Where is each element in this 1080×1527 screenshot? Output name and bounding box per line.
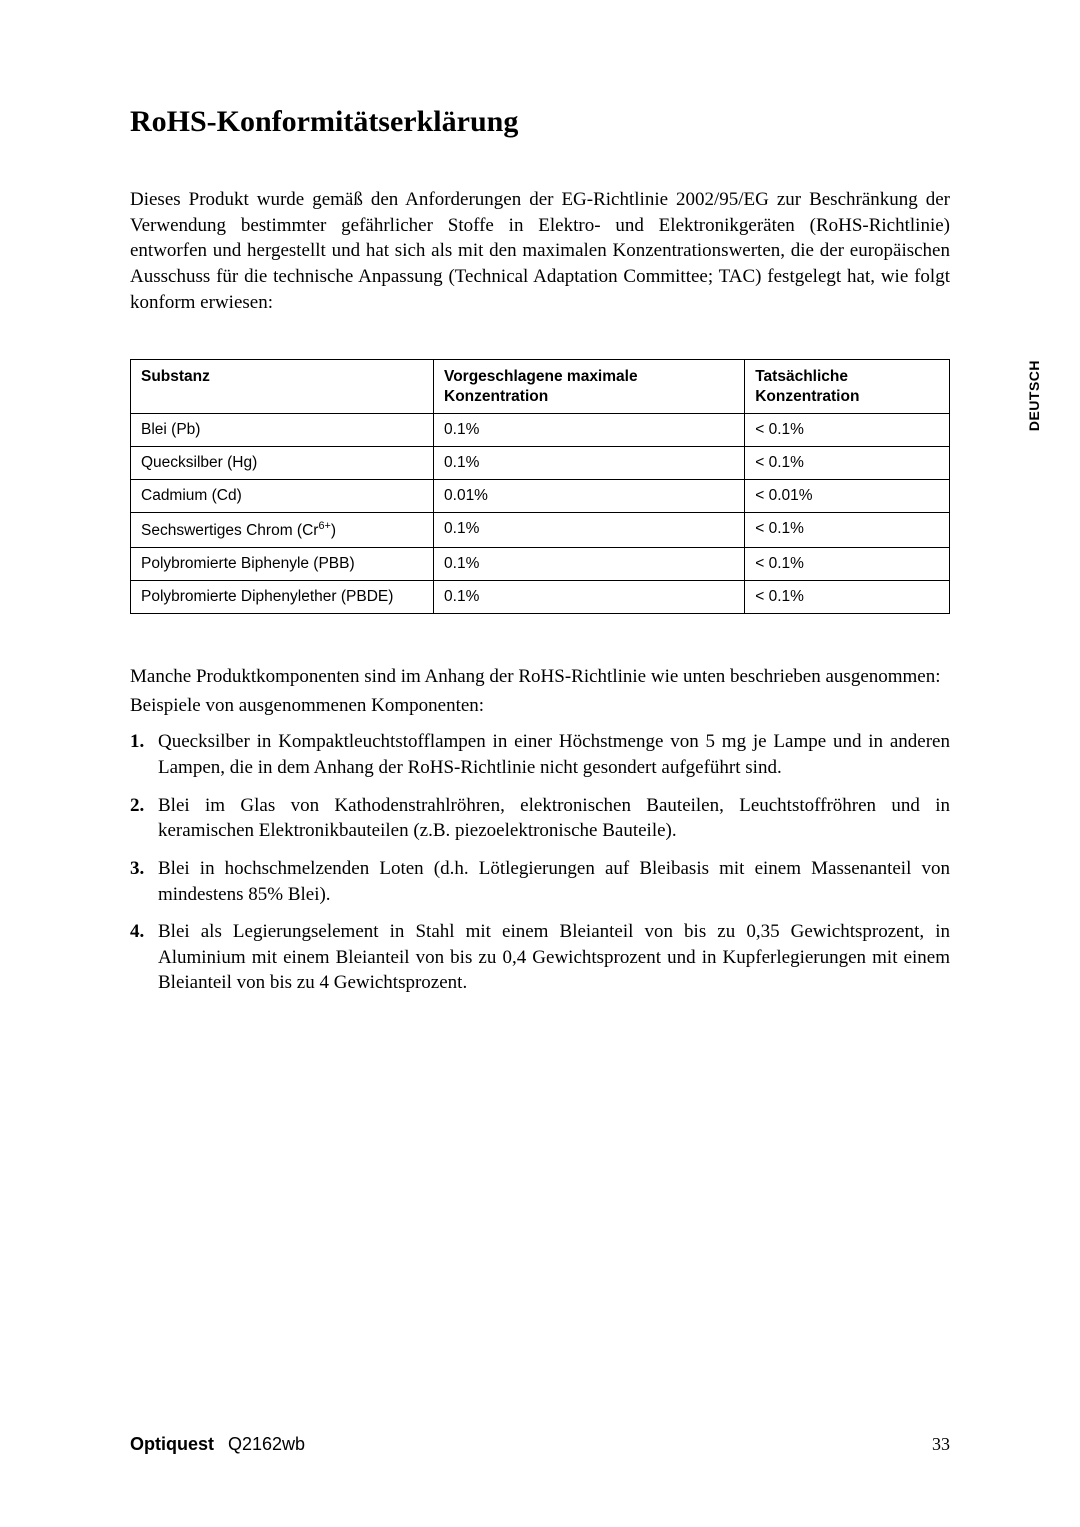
table-cell: 0.1% <box>434 446 745 479</box>
table-cell: < 0.1% <box>745 548 950 581</box>
table-cell: 0.1% <box>434 413 745 446</box>
table-cell: Cadmium (Cd) <box>131 479 434 512</box>
table-cell: < 0.01% <box>745 479 950 512</box>
language-tab: DEUTSCH <box>1026 360 1042 431</box>
footer-model: Q2162wb <box>228 1434 305 1454</box>
page-footer: Optiquest Q2162wb 33 <box>130 1434 950 1455</box>
list-item: Blei als Legierungselement in Stahl mit … <box>130 919 950 996</box>
table-cell: < 0.1% <box>745 581 950 614</box>
table-cell: Sechswertiges Chrom (Cr6+) <box>131 512 434 547</box>
table-header-substance: Substanz <box>131 360 434 414</box>
table-cell: < 0.1% <box>745 413 950 446</box>
table-cell: 0.01% <box>434 479 745 512</box>
table-row: Blei (Pb) 0.1% < 0.1% <box>131 413 950 446</box>
rohs-table: Substanz Vorgeschlagene maximale Konzent… <box>130 359 950 614</box>
table-cell: < 0.1% <box>745 446 950 479</box>
table-cell: Polybromierte Biphenyle (PBB) <box>131 548 434 581</box>
table-row: Polybromierte Diphenylether (PBDE) 0.1% … <box>131 581 950 614</box>
list-item: Blei in hochschmelzenden Loten (d.h. Löt… <box>130 856 950 907</box>
table-cell: 0.1% <box>434 548 745 581</box>
list-item: Quecksilber in Kompaktleuchtstofflampen … <box>130 729 950 780</box>
table-cell: 0.1% <box>434 581 745 614</box>
table-header-actual: Tatsächliche Konzentration <box>745 360 950 414</box>
table-cell: Quecksilber (Hg) <box>131 446 434 479</box>
page-title: RoHS-Konformitätserklärung <box>130 105 950 139</box>
table-header-max: Vorgeschlagene maximale Konzentration <box>434 360 745 414</box>
table-row: Sechswertiges Chrom (Cr6+) 0.1% < 0.1% <box>131 512 950 547</box>
table-cell: < 0.1% <box>745 512 950 547</box>
intro-paragraph: Dieses Produkt wurde gemäß den Anforderu… <box>130 187 950 315</box>
table-row: Polybromierte Biphenyle (PBB) 0.1% < 0.1… <box>131 548 950 581</box>
table-row: Quecksilber (Hg) 0.1% < 0.1% <box>131 446 950 479</box>
page-content: RoHS-Konformitätserklärung Dieses Produk… <box>0 0 1080 1068</box>
exemption-intro: Manche Produktkomponenten sind im Anhang… <box>130 664 950 691</box>
table-cell: 0.1% <box>434 512 745 547</box>
footer-left: Optiquest Q2162wb <box>130 1434 305 1455</box>
table-cell: Polybromierte Diphenylether (PBDE) <box>131 581 434 614</box>
exemption-subintro: Beispiele von ausgenommenen Komponenten: <box>130 693 950 720</box>
table-cell: Blei (Pb) <box>131 413 434 446</box>
table-row: Cadmium (Cd) 0.01% < 0.01% <box>131 479 950 512</box>
footer-page-number: 33 <box>932 1434 950 1455</box>
footer-brand: Optiquest <box>130 1434 214 1454</box>
exemption-list: Quecksilber in Kompaktleuchtstofflampen … <box>130 729 950 996</box>
list-item: Blei im Glas von Kathodenstrahlröhren, e… <box>130 793 950 844</box>
table-header-row: Substanz Vorgeschlagene maximale Konzent… <box>131 360 950 414</box>
